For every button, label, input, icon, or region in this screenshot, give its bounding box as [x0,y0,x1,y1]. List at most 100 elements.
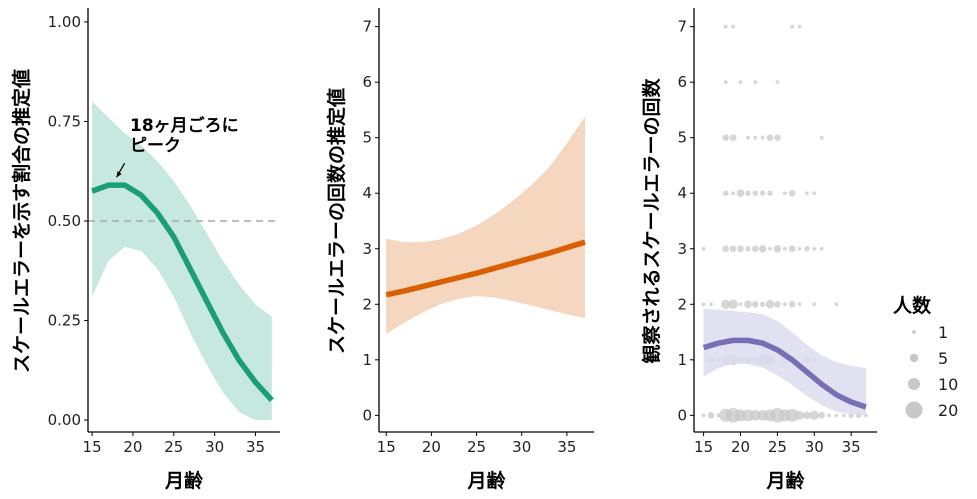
data-point [819,246,824,251]
data-point [707,412,715,419]
annotation-text: ピーク [130,136,181,156]
data-point [738,80,743,85]
data-point [774,300,781,308]
data-point [797,302,802,307]
data-point [827,413,831,418]
data-point [751,300,759,308]
annotation-text: 18ヶ月ごろに [130,115,239,136]
data-point [723,80,728,85]
data-point [759,301,766,307]
data-point [804,191,809,196]
y-axis-title: スケールエラーを示す割合の推定値 [10,69,33,373]
y-tick-label: 0 [362,406,372,424]
fit-line [702,337,867,410]
y-tick-label: 5 [677,129,687,147]
data-point [731,24,736,29]
data-point [745,190,751,196]
y-tick-label: 0 [677,406,687,424]
y-tick-label: 1.00 [48,13,81,31]
y-tick-label: 5 [362,129,372,147]
data-point [809,410,819,420]
data-point [797,24,802,29]
size-legend: 人数 1 5 10 20 [893,294,958,420]
confidence-band [386,116,585,334]
y-tick-label: 7 [677,18,687,36]
legend-label: 1 [938,323,948,342]
data-point [701,413,706,418]
y-tick-label: 4 [677,184,687,202]
y-tick-label: 6 [362,73,372,91]
x-axis-title: 月齢 [466,469,506,492]
data-point [731,191,736,196]
y-tick-label: 6 [677,73,687,91]
data-point [722,134,730,142]
legend-symbol [905,401,923,419]
x-tick-label: 25 [467,438,486,456]
data-point [701,302,706,307]
y-tick-label: 0.75 [48,112,81,130]
legend-label: 10 [938,375,958,394]
data-point [709,302,713,307]
x-tick-label: 30 [805,438,824,456]
data-point [788,300,796,308]
y-tick-label: 0.00 [48,411,81,429]
x-tick-label: 30 [205,438,224,456]
y-tick-label: 7 [362,18,372,36]
x-tick-label: 15 [377,438,396,456]
data-point [773,244,782,253]
data-point [774,134,781,142]
data-point [752,190,758,196]
data-point [782,191,787,196]
data-point [782,246,787,251]
data-point [818,412,825,419]
y-tick-label: 4 [362,184,372,202]
x-tick-label: 25 [768,438,787,456]
y-tick-label: 0.25 [48,312,81,330]
data-point [794,410,805,420]
data-point [788,245,796,253]
data-point [745,246,751,252]
data-point [782,302,787,307]
data-point [723,190,729,196]
data-point [775,80,780,85]
x-tick-label: 20 [731,438,750,456]
fit-line [385,239,586,298]
legend-label: 5 [938,349,948,368]
y-tick-label: 1 [362,351,372,369]
fit-line [91,182,274,403]
data-point [803,411,811,420]
legend-symbol [909,353,919,363]
data-point [737,245,744,253]
y-axis-title: スケールエラーの回数の推定値 [325,88,348,354]
data-point [723,24,728,29]
data-point [834,413,839,418]
x-tick-label: 35 [842,438,861,456]
x-tick-label: 15 [694,438,713,456]
data-point [745,135,750,140]
legend-label: 20 [938,401,958,420]
x-tick-label: 35 [557,438,576,456]
x-axis-title: 月齢 [164,469,204,492]
data-point [744,300,752,309]
arrow-head [116,171,122,178]
data-point [721,299,731,309]
data-point [753,135,758,140]
x-tick-label: 15 [83,438,102,456]
y-tick-label: 2 [362,295,372,313]
data-point [841,413,846,418]
legend-title: 人数 [893,294,932,317]
y-tick-label: 1 [677,351,687,369]
data-point [722,245,730,253]
data-point [812,191,817,196]
data-point [785,408,799,422]
data-point [834,302,839,307]
data-point [749,409,761,421]
x-tick-label: 20 [422,438,441,456]
data-point [766,134,774,142]
data-point [768,246,772,251]
data-point [729,134,737,142]
data-point [790,24,795,29]
y-axis-title: 観察されるスケールエラーの回数 [640,78,663,364]
